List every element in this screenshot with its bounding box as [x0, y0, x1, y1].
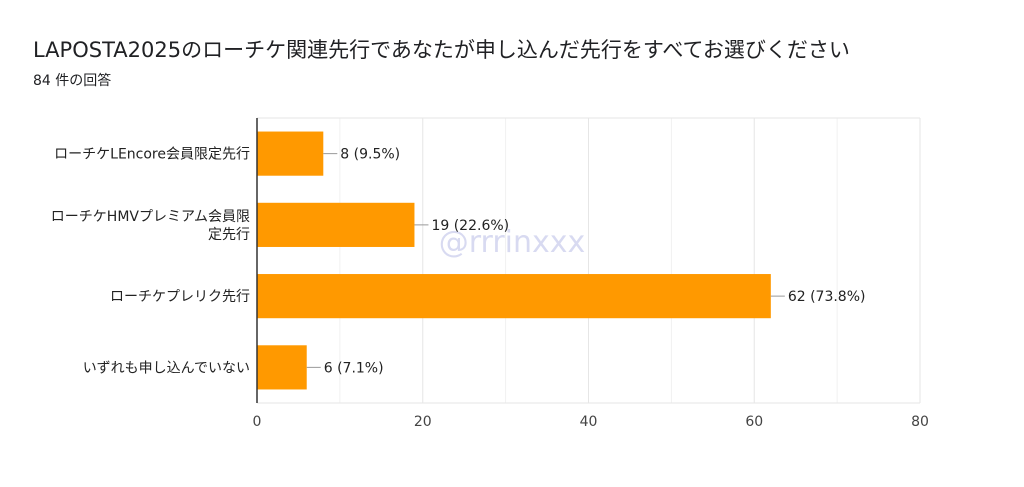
- category-label: ローチケHMVプレミアム会員限: [51, 209, 250, 225]
- chart-title: LAPOSTA2025のローチケ関連先行であなたが申し込んだ先行をすべてお選びく…: [33, 38, 850, 62]
- category-label: ローチケLEncore会員限定先行: [54, 147, 250, 163]
- category-label: いずれも申し込んでいない: [83, 360, 250, 376]
- bar-value-label: 8 (9.5%): [340, 147, 400, 163]
- bar: [257, 202, 415, 247]
- x-tick-label: 60: [745, 414, 763, 430]
- response-count: 84 件の回答: [33, 73, 112, 89]
- x-tick-label: 40: [580, 414, 598, 430]
- x-tick-label: 20: [414, 414, 432, 430]
- bar: [257, 345, 307, 390]
- bar-value-label: 62 (73.8%): [788, 289, 866, 305]
- bar: [257, 274, 771, 319]
- bar-value-label: 19 (22.6%): [431, 218, 509, 234]
- bar: [257, 131, 324, 176]
- bar-value-label: 6 (7.1%): [324, 360, 384, 376]
- category-label: ローチケプレリク先行: [110, 289, 250, 305]
- watermark-text: @rrrinxxx: [439, 225, 586, 260]
- x-tick-label: 80: [911, 414, 929, 430]
- x-tick-label: 0: [253, 414, 262, 430]
- category-label: 定先行: [208, 227, 250, 243]
